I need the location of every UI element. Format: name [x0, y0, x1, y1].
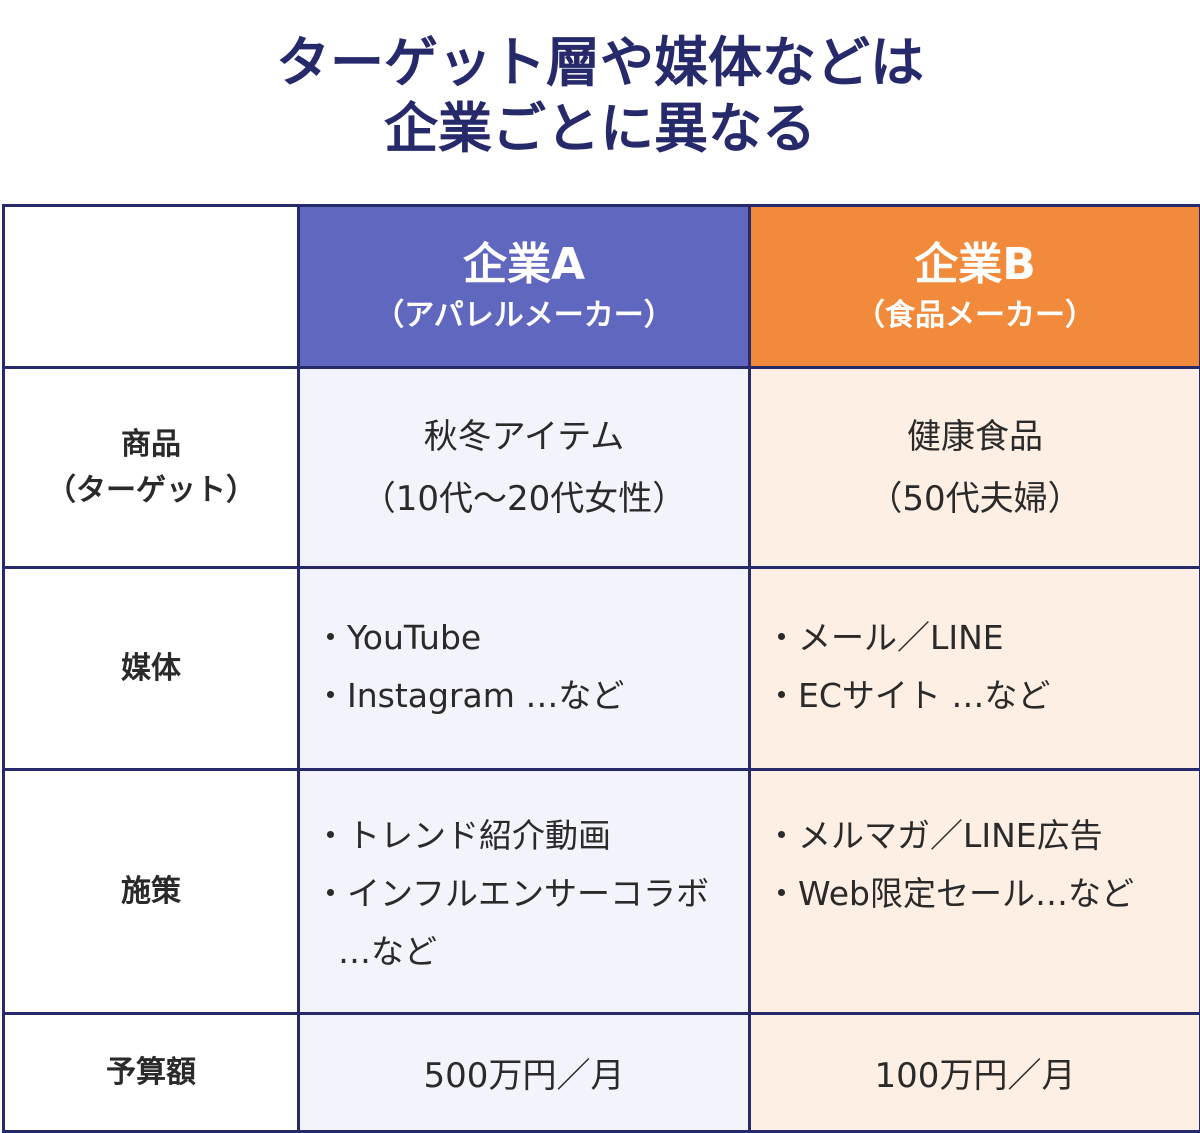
row-label-product-line1: 商品 — [5, 422, 297, 468]
comparison-table: 企業A （アパレルメーカー） 企業B （食品メーカー） 商品 （ターゲット） 秋… — [2, 204, 1200, 1133]
row-label-product: 商品 （ターゲット） — [4, 368, 299, 568]
title-line-1: ターゲット層や媒体などは — [0, 30, 1200, 96]
list-item: ・Instagram …など — [314, 667, 748, 725]
list-item: ・ECサイト …など — [765, 667, 1199, 725]
company-a-target: （10代〜20代女性） — [300, 468, 748, 530]
row-label-budget-text: 予算額 — [5, 1050, 297, 1096]
company-a-name: 企業A — [300, 236, 748, 294]
company-a-measures-cell: ・トレンド紹介動画 ・インフルエンサーコラボ …など — [299, 770, 750, 1014]
header-corner-cell — [4, 206, 299, 368]
table-row-measures: 施策 ・トレンド紹介動画 ・インフルエンサーコラボ …など ・メルマガ／LINE… — [4, 770, 1200, 1014]
table-row-budget: 予算額 500万円／月 100万円／月 — [4, 1014, 1200, 1132]
company-b-product: 健康食品 — [751, 406, 1199, 468]
table-row-product: 商品 （ターゲット） 秋冬アイテム （10代〜20代女性） 健康食品 （50代夫… — [4, 368, 1200, 568]
company-b-target: （50代夫婦） — [751, 468, 1199, 530]
company-a-product-cell: 秋冬アイテム （10代〜20代女性） — [299, 368, 750, 568]
row-label-media-text: 媒体 — [5, 646, 297, 692]
row-label-measures-text: 施策 — [5, 869, 297, 915]
company-b-budget: 100万円／月 — [750, 1014, 1200, 1132]
list-item: ・YouTube — [314, 609, 748, 667]
company-b-name: 企業B — [751, 236, 1199, 294]
row-label-budget: 予算額 — [4, 1014, 299, 1132]
list-item: ・インフルエンサーコラボ — [314, 865, 748, 923]
company-a-budget: 500万円／月 — [299, 1014, 750, 1132]
company-b-product-cell: 健康食品 （50代夫婦） — [750, 368, 1200, 568]
table-header-row: 企業A （アパレルメーカー） 企業B （食品メーカー） — [4, 206, 1200, 368]
list-item: ・メルマガ／LINE広告 — [765, 807, 1199, 865]
list-item: ・Web限定セール…など — [765, 865, 1199, 923]
row-label-measures: 施策 — [4, 770, 299, 1014]
page-title: ターゲット層や媒体などは 企業ごとに異なる — [0, 30, 1200, 162]
company-b-type: （食品メーカー） — [751, 294, 1199, 338]
company-a-type: （アパレルメーカー） — [300, 294, 748, 338]
list-item: ・トレンド紹介動画 — [314, 807, 748, 865]
table-row-media: 媒体 ・YouTube ・Instagram …など ・メール／LINE ・EC… — [4, 568, 1200, 770]
row-label-media: 媒体 — [4, 568, 299, 770]
company-b-measures-cell: ・メルマガ／LINE広告 ・Web限定セール…など — [750, 770, 1200, 1014]
list-item: …など — [314, 923, 748, 981]
row-label-product-line2: （ターゲット） — [5, 468, 297, 514]
list-item: ・メール／LINE — [765, 609, 1199, 667]
company-b-media-cell: ・メール／LINE ・ECサイト …など — [750, 568, 1200, 770]
company-a-media-cell: ・YouTube ・Instagram …など — [299, 568, 750, 770]
company-a-header: 企業A （アパレルメーカー） — [299, 206, 750, 368]
company-b-header: 企業B （食品メーカー） — [750, 206, 1200, 368]
company-a-product: 秋冬アイテム — [300, 406, 748, 468]
title-line-2: 企業ごとに異なる — [0, 96, 1200, 162]
